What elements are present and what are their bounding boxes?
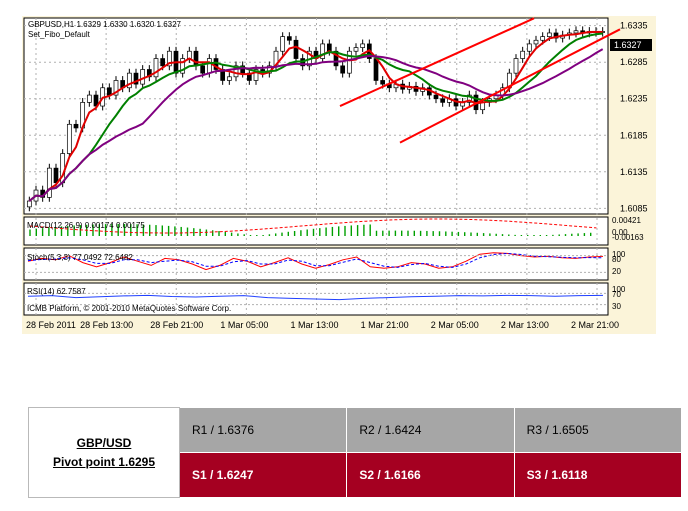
candle-body (466, 94, 472, 103)
r3-cell: R3 / 1.6505 (513, 407, 683, 453)
pair-label: GBP/USD (76, 435, 132, 450)
stoch-k-line (27, 252, 604, 271)
time-tick-label: 2 Mar 21:00 (571, 320, 619, 330)
osc-tick-label: 0.00 (612, 228, 628, 237)
time-tick-label: 28 Feb 13:00 (80, 320, 133, 330)
last-price-label: 1.6327 (614, 40, 642, 50)
osc-tick-label: 100 (612, 285, 626, 294)
s2-cell: S2 / 1.6166 (346, 452, 515, 498)
time-tick-label: 1 Mar 05:00 (220, 320, 268, 330)
r2-cell: R2 / 1.6424 (346, 407, 515, 453)
candle-body (373, 58, 379, 81)
pivot-table: GBP/USD Pivot point 1.6295 R1 / 1.6376 R… (28, 407, 683, 498)
r1-cell: R1 / 1.6376 (178, 407, 348, 453)
time-tick-label: 2 Mar 13:00 (501, 320, 549, 330)
candle-body (513, 58, 519, 74)
candle-body (113, 80, 119, 96)
s1-cell: S1 / 1.6247 (178, 452, 348, 498)
candle-body (360, 43, 366, 48)
candle-body (293, 39, 299, 59)
candle-body (233, 65, 239, 78)
candle-body (520, 50, 526, 59)
price-tick-label: 1.6285 (620, 57, 648, 67)
stoch-label: Stoch(5,3,3) 77.0492 72.6482 (27, 253, 133, 262)
candle-body (26, 200, 32, 208)
candle-body (66, 123, 72, 154)
candle-body (160, 58, 166, 67)
macd-label: MACD(12,26,9) 0.00174 0.00175 (27, 221, 145, 230)
candle-body (86, 94, 92, 103)
osc-tick-label: 70 (612, 290, 621, 299)
candle-body (200, 65, 206, 74)
candle-body (526, 43, 532, 52)
rsi-line (27, 294, 604, 301)
s3-cell: S3 / 1.6118 (513, 452, 683, 498)
rsi-label: RSI(14) 62.7587 (27, 287, 86, 296)
candle-body (206, 58, 212, 74)
candle-body (433, 94, 439, 100)
candle-body (193, 50, 199, 67)
last-price-box (610, 39, 652, 51)
price-tick-label: 1.6135 (620, 167, 648, 177)
moving-average-line (28, 30, 603, 202)
osc-tick-label: 100 (612, 250, 626, 259)
price-tick-label: 1.6085 (620, 203, 648, 213)
candle-body (73, 123, 79, 129)
time-tick-label: 1 Mar 21:00 (361, 320, 409, 330)
candle-body (533, 39, 539, 45)
time-tick-label: 28 Feb 21:00 (150, 320, 203, 330)
candle-body (93, 94, 99, 107)
candle-body (253, 69, 259, 81)
candle-body (440, 98, 446, 103)
candle-body (280, 36, 286, 52)
candle-body (126, 72, 132, 89)
candle-body (46, 167, 52, 198)
candle-body (540, 36, 546, 41)
candle-body (320, 43, 326, 59)
pivot-point-label: Pivot point 1.6295 (52, 454, 156, 469)
candle-body (106, 87, 112, 96)
macd-signal-line (29, 218, 597, 234)
candle-body (180, 58, 186, 74)
moving-average-line (28, 32, 603, 202)
price-tick-label: 1.6235 (620, 94, 648, 104)
osc-tick-label: 0.00421 (612, 216, 641, 225)
channel-upper-line (339, 17, 535, 107)
candle-body (153, 58, 159, 78)
candle-body (333, 50, 339, 67)
price-tick-label: 1.6335 (620, 21, 648, 31)
forex-chart: 1.6335 1.6285 1.6235 1.6185 1.6135 1.6085 28 F… (22, 16, 656, 334)
indicator-main: Set_Fibo_Default (28, 30, 91, 39)
candle-body (573, 30, 579, 34)
symbol-line: GBPUSD,H1 1.6329 1.6330 1.6320 1.6327 (28, 20, 182, 29)
pivot-header-cell: GBP/USD Pivot point 1.6295 (28, 407, 180, 498)
candle-body (353, 47, 359, 52)
candle-body (133, 72, 139, 85)
candle-body (346, 50, 352, 74)
candle-body (553, 32, 559, 39)
stoch-d-line (27, 252, 604, 268)
candle-body (286, 36, 292, 41)
candle-body (166, 50, 172, 67)
moving-average-line (28, 48, 604, 202)
osc-tick-label: 30 (612, 302, 621, 311)
chart-canvas: 1.6335 1.6285 1.6235 1.6185 1.6135 1.6085 28 F… (23, 17, 652, 330)
price-tick-label: 1.6185 (620, 130, 648, 140)
copyright-label: ICMB Platform, © 2001-2010 MetaQuotes So… (27, 304, 231, 313)
osc-tick-label: 20 (612, 267, 621, 276)
channel-lower-line (399, 28, 621, 144)
candle-body (226, 76, 232, 81)
osc-tick-label: -0.00163 (612, 233, 644, 242)
candle-body (340, 65, 346, 74)
time-tick-label: 28 Feb 2011 (26, 320, 76, 330)
candle-body (140, 69, 146, 85)
time-tick-label: 2 Mar 05:00 (431, 320, 479, 330)
candle-body (53, 167, 59, 184)
osc-tick-label: 80 (612, 255, 621, 264)
time-tick-label: 1 Mar 13:00 (291, 320, 339, 330)
candle-body (380, 80, 386, 85)
candle-body (546, 32, 552, 37)
